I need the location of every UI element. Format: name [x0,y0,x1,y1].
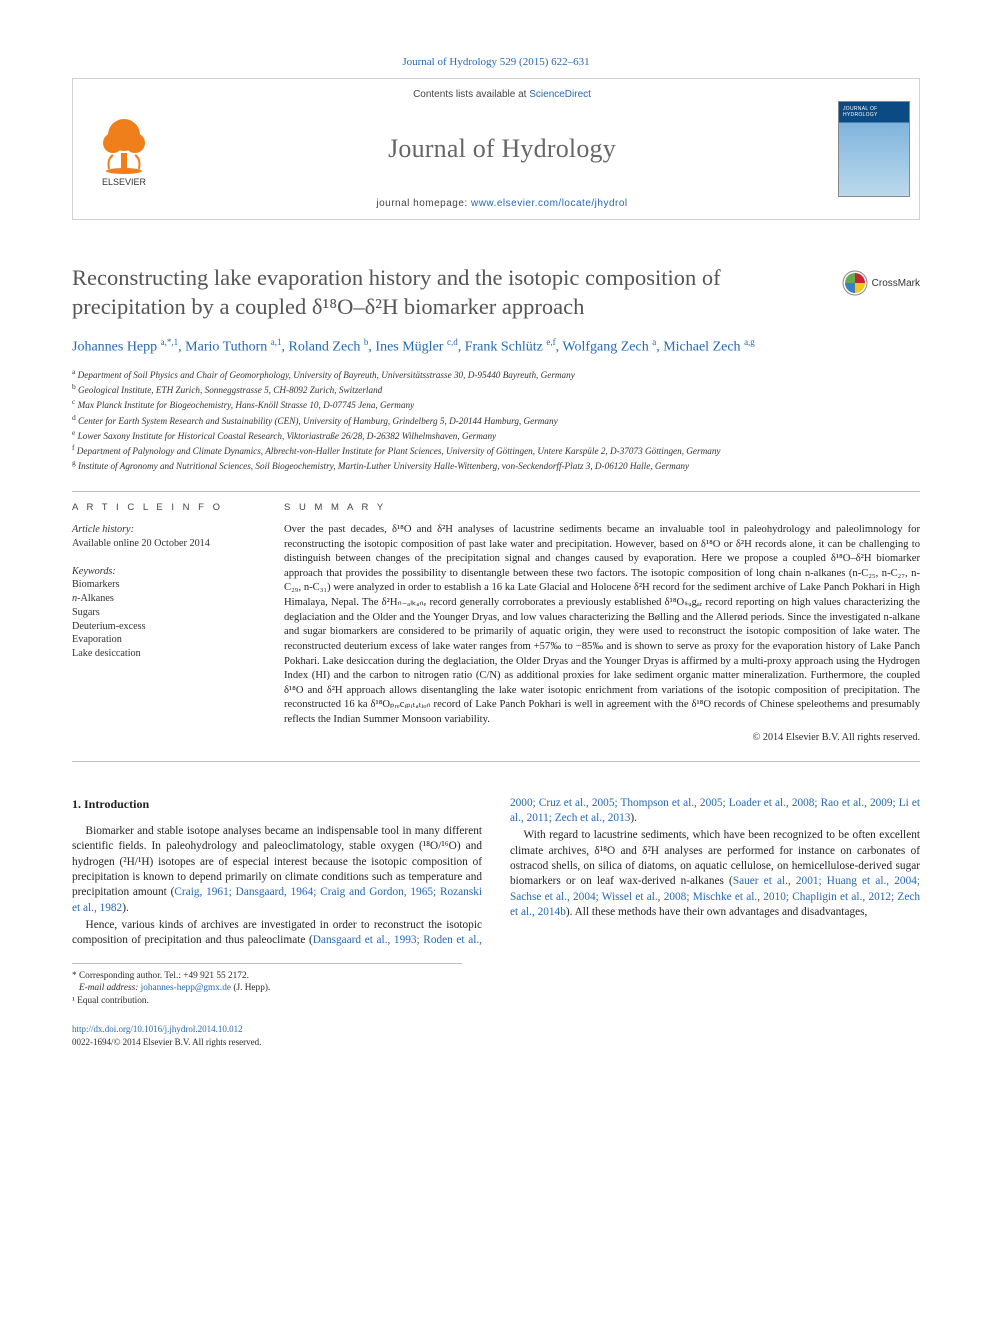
history-label: Article history: [72,524,134,535]
summary-text: Over the past decades, δ¹⁸O and δ²H anal… [284,523,920,728]
keywords-label: Keywords: [72,565,258,579]
article-info-head: A R T I C L E I N F O [72,502,258,513]
email-link[interactable]: johannes-hepp@gmx.de [141,983,231,993]
journal-homepage-link[interactable]: www.elsevier.com/locate/jhydrol [471,198,628,209]
keyword-item: n-Alkanes [72,592,258,606]
doi-link[interactable]: http://dx.doi.org/10.1016/j.jhydrol.2014… [72,1024,243,1034]
intro-p3-post: ). All these methods have their own adva… [566,906,867,918]
affiliation-line: d Center for Earth System Research and S… [72,413,920,428]
crossmark-label: CrossMark [872,278,920,289]
summary-copyright: © 2014 Elsevier B.V. All rights reserved… [284,732,920,743]
crossmark-icon [842,270,868,296]
publisher-logo-cell: ELSEVIER [73,79,175,219]
equal-contribution: ¹ Equal contribution. [72,995,462,1008]
authors-line: Johannes Hepp a,*,1, Mario Tuthorn a,1, … [72,336,920,358]
journal-homepage-line: journal homepage: www.elsevier.com/locat… [376,198,627,209]
contents-prefix: Contents lists available at [413,89,529,100]
keyword-item: Lake desiccation [72,647,258,661]
keyword-item: Sugars [72,606,258,620]
divider-bottom [72,761,920,762]
cover-title: JOURNAL OF HYDROLOGY [843,106,905,118]
corresponding-author: * Corresponding author. Tel.: +49 921 55… [72,970,462,983]
intro-p1-post: ). [122,902,129,914]
intro-para-1: Biomarker and stable isotope analyses be… [72,824,482,916]
body-two-columns: 1. Introduction Biomarker and stable iso… [72,796,920,949]
affiliation-line: g Institute of Agronomy and Nutritional … [72,458,920,473]
keywords-list: Biomarkersn-AlkanesSugarsDeuterium-exces… [72,578,258,661]
email-label: E-mail address: [79,983,141,993]
affiliation-line: a Department of Soil Physics and Chair o… [72,367,920,382]
email-line: E-mail address: johannes-hepp@gmx.de (J.… [72,982,462,995]
doi-block: http://dx.doi.org/10.1016/j.jhydrol.2014… [72,1023,920,1047]
journal-masthead: ELSEVIER Contents lists available at Sci… [72,78,920,220]
affiliation-line: e Lower Saxony Institute for Historical … [72,428,920,443]
svg-text:ELSEVIER: ELSEVIER [102,177,147,187]
footnotes-block: * Corresponding author. Tel.: +49 921 55… [72,963,462,1008]
crossmark-badge[interactable]: CrossMark [842,270,920,296]
keyword-item: Deuterium-excess [72,620,258,634]
summary-head: S U M M A R Y [284,502,920,513]
contents-available-line: Contents lists available at ScienceDirec… [413,89,591,100]
email-suffix: (J. Hepp). [231,983,270,993]
intro-para-3: With regard to lacustrine sediments, whi… [510,828,920,920]
section-heading-intro: 1. Introduction [72,796,482,812]
affiliations-block: a Department of Soil Physics and Chair o… [72,367,920,473]
history-line: Available online 20 October 2014 [72,538,210,549]
intro-p2-post: ). [630,812,637,824]
issn-copyright: 0022-1694/© 2014 Elsevier B.V. All right… [72,1037,261,1047]
divider-top [72,491,920,492]
article-info-block: Article history: Available online 20 Oct… [72,523,258,661]
affiliation-line: f Department of Palynology and Climate D… [72,443,920,458]
homepage-prefix: journal homepage: [376,198,471,209]
cover-thumb-cell: JOURNAL OF HYDROLOGY [829,79,919,219]
keyword-item: Evaporation [72,633,258,647]
sciencedirect-link[interactable]: ScienceDirect [529,89,591,100]
journal-cover-thumb: JOURNAL OF HYDROLOGY [838,101,910,197]
journal-name: Journal of Hydrology [388,134,616,164]
citation-line[interactable]: Journal of Hydrology 529 (2015) 622–631 [72,56,920,68]
affiliation-line: c Max Planck Institute for Biogeochemist… [72,397,920,412]
keyword-item: Biomarkers [72,578,258,592]
affiliation-line: b Geological Institute, ETH Zurich, Sonn… [72,382,920,397]
elsevier-logo-icon: ELSEVIER [89,109,159,189]
article-title: Reconstructing lake evaporation history … [72,264,812,322]
masthead-center: Contents lists available at ScienceDirec… [175,79,829,219]
